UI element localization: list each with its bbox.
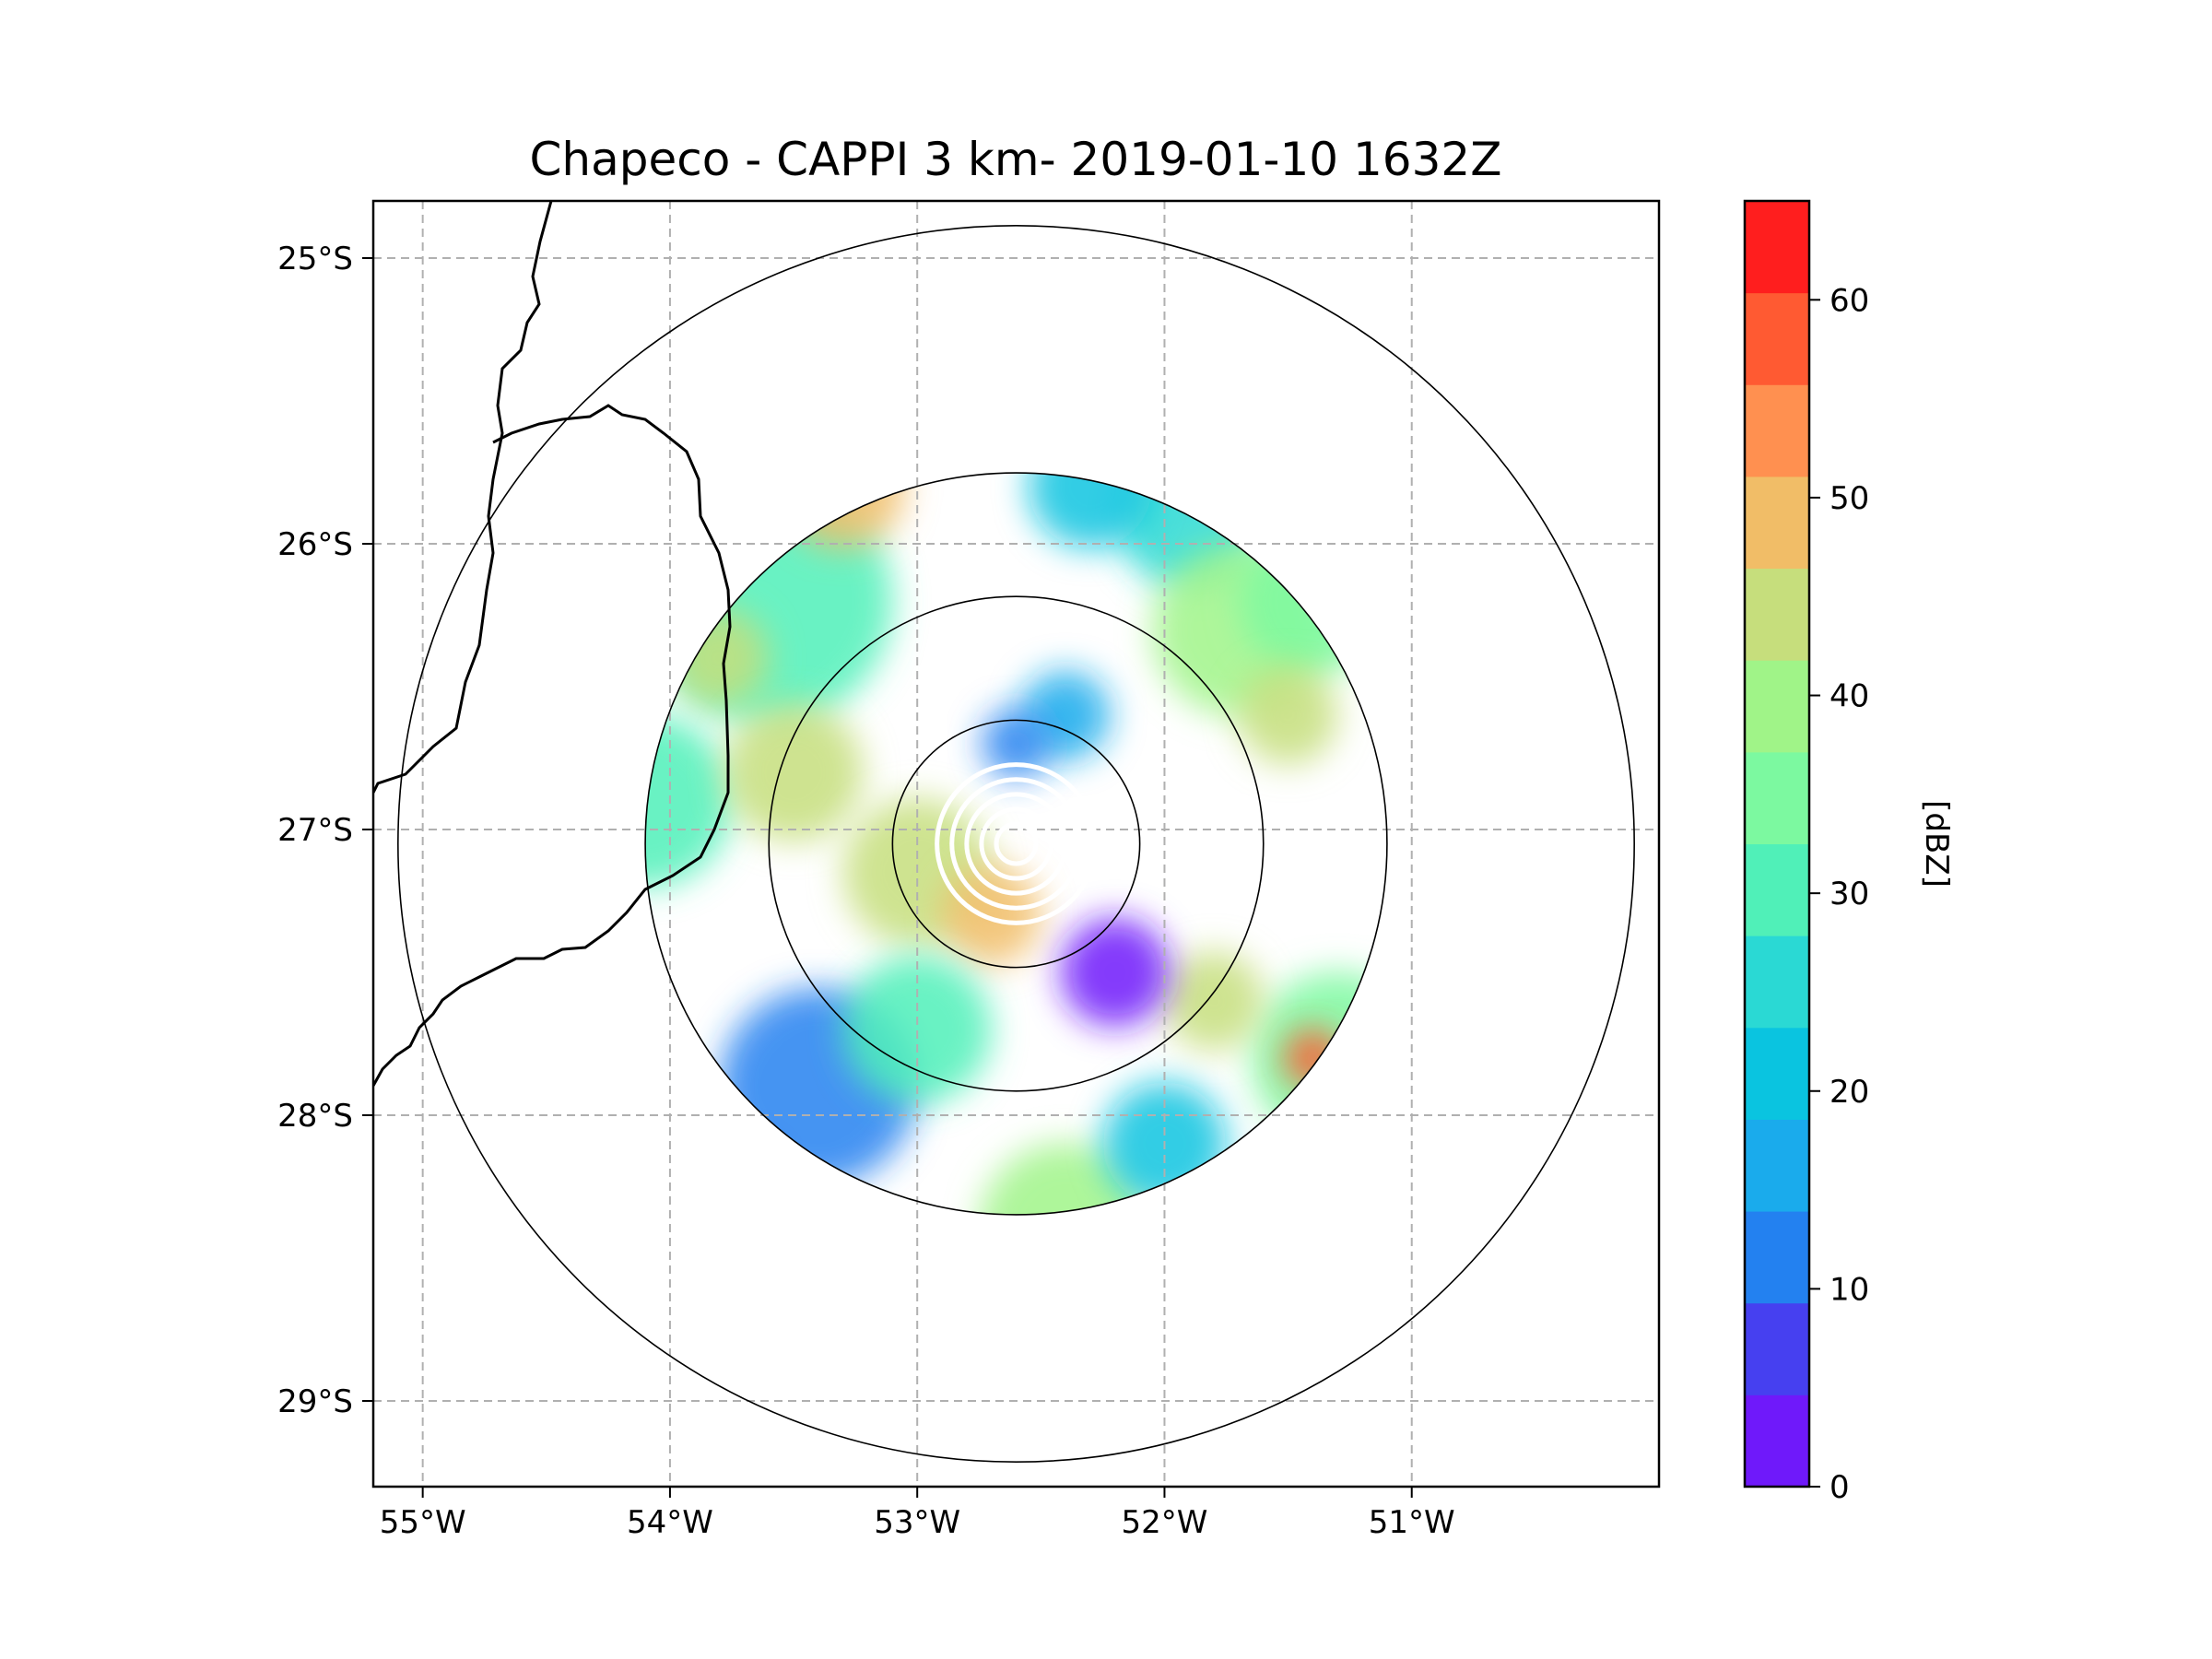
echo-cell-24 — [981, 709, 1052, 779]
echo-cell-11 — [1238, 665, 1338, 765]
plot-background — [373, 201, 1659, 1487]
x-tick-label-0: 55°W — [380, 1504, 466, 1541]
colorbar-swatch-6 — [1745, 843, 1809, 936]
y-tick-label-2: 27°S — [277, 812, 353, 849]
colorbar-swatch-3 — [1745, 1119, 1809, 1212]
colorbar-swatch-10 — [1745, 476, 1809, 570]
chart-title: Chapeco - CAPPI 3 km- 2019-01-10 1632Z — [530, 133, 1502, 186]
echo-cell-4 — [724, 702, 864, 842]
colorbar-tick-label-3: 30 — [1830, 876, 1869, 912]
border-line-west — [373, 201, 553, 794]
x-tick-label-3: 52°W — [1122, 1504, 1208, 1541]
y-tick-label-1: 26°S — [277, 526, 353, 563]
center-ring-0 — [994, 821, 1039, 866]
colorbar-tick-label-4: 40 — [1830, 678, 1869, 715]
colorbar-swatch-0 — [1745, 1394, 1809, 1488]
colorbar-swatch-2 — [1745, 1211, 1809, 1304]
range-ring-3 — [397, 225, 1635, 1463]
colorbar-frame — [1743, 199, 1811, 1488]
colorbar-swatch-1 — [1745, 1302, 1809, 1395]
x-axis-ticks: 55°W 54°W 53°W 52°W 51°W — [380, 1487, 1455, 1541]
colorbar-label: [dBZ] — [1918, 800, 1955, 888]
colorbar-swatch-11 — [1745, 384, 1809, 477]
colorbar-swatch-5 — [1745, 935, 1809, 1029]
colorbar-tick-label-5: 50 — [1830, 480, 1869, 517]
echo-cell-17 — [979, 1143, 1153, 1215]
x-tick-label-2: 53°W — [874, 1504, 960, 1541]
range-ring-0 — [891, 719, 1141, 969]
x-tick-label-4: 51°W — [1369, 1504, 1455, 1541]
range-ring-1 — [768, 595, 1265, 1092]
colorbar-swatch-12 — [1745, 292, 1809, 385]
colorbar-tick-label-2: 20 — [1830, 1074, 1869, 1111]
colorbar-swatches — [1745, 201, 1809, 1488]
center-ring-3 — [949, 777, 1083, 911]
plot-frame — [371, 199, 1661, 1488]
colorbar-tick-label-1: 10 — [1830, 1271, 1869, 1308]
center-ring-2 — [964, 792, 1068, 896]
colorbar-swatch-4 — [1745, 1027, 1809, 1120]
x-tick-label-1: 54°W — [627, 1504, 713, 1541]
range-ring-2 — [644, 472, 1388, 1216]
echo-cell-3 — [645, 714, 732, 888]
colorbar-swatch-8 — [1745, 660, 1809, 753]
center-ring-4 — [935, 762, 1098, 925]
colorbar-ticks: 0 10 20 30 40 50 60 — [1809, 282, 1869, 1506]
colorbar-tick-label-6: 60 — [1830, 282, 1869, 319]
colorbar-swatch-13 — [1745, 201, 1809, 294]
graticule — [373, 201, 1659, 1487]
y-axis-ticks: 25°S 26°S 27°S 28°S 29°S — [277, 241, 373, 1420]
plot-area — [373, 201, 1659, 1487]
echo-cell-14 — [1164, 951, 1264, 1051]
echo-cell-16 — [842, 955, 992, 1104]
colorbar-tick-label-0: 0 — [1830, 1469, 1850, 1506]
colorbar-swatch-7 — [1745, 751, 1809, 844]
range-rings — [397, 225, 1635, 1463]
radar-center-rings — [935, 762, 1098, 925]
colorbar: 0 10 20 30 40 50 60 [dBZ] — [1743, 199, 1955, 1506]
center-ring-1 — [979, 806, 1053, 881]
echo-cell-22 — [1060, 917, 1170, 1028]
y-tick-label-4: 29°S — [277, 1383, 353, 1420]
colorbar-swatch-9 — [1745, 568, 1809, 661]
border-line-parana-santa-catarina — [373, 404, 732, 1087]
y-tick-label-3: 28°S — [277, 1098, 353, 1135]
echo-cell-6 — [942, 865, 1041, 965]
echo-cell-10 — [1028, 473, 1153, 549]
y-tick-label-0: 25°S — [277, 241, 353, 277]
state-borders — [373, 201, 732, 1087]
